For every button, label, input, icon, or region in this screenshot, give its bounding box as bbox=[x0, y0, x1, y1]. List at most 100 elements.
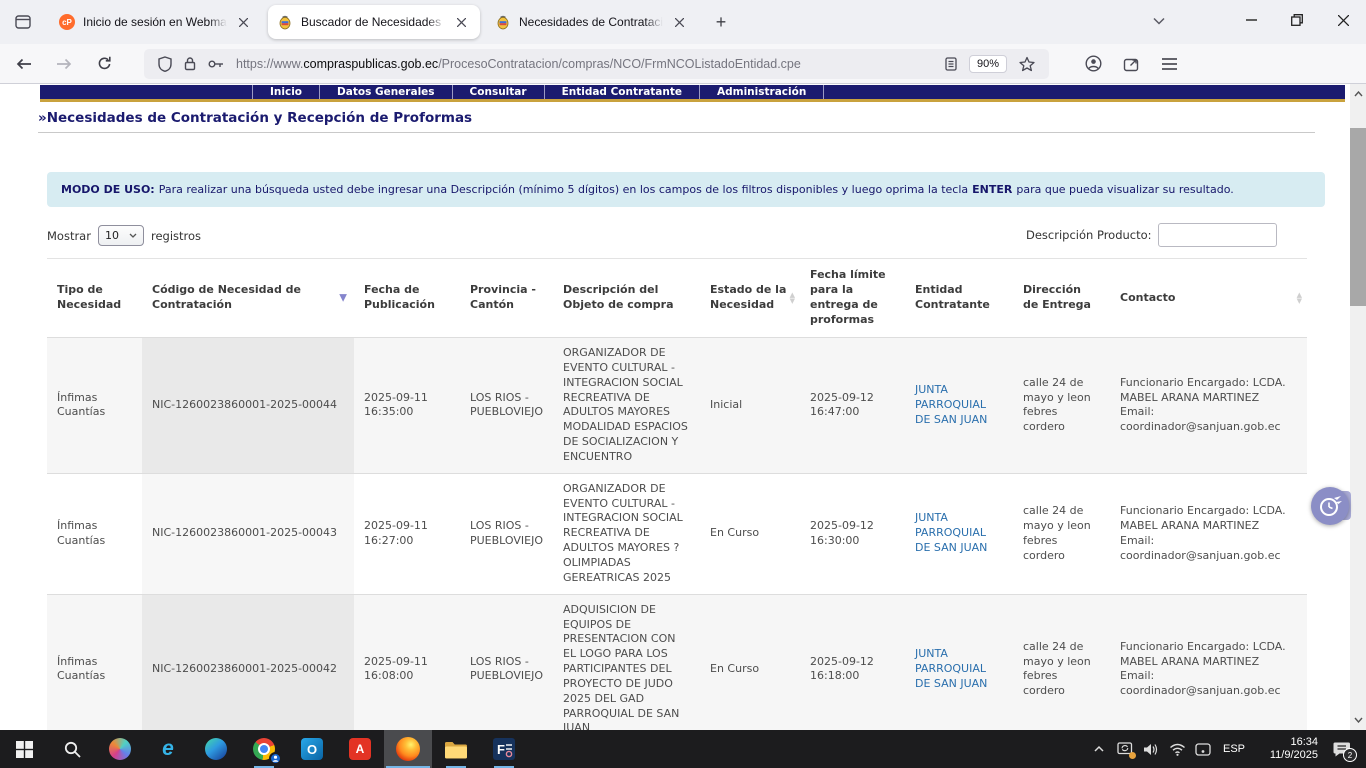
cell-tipo: Ínfimas Cuantías bbox=[57, 518, 106, 547]
nav-inicio[interactable]: Inicio bbox=[252, 85, 319, 99]
forward-icon[interactable] bbox=[48, 48, 80, 80]
product-filter-label: Descripción Producto: bbox=[1026, 228, 1152, 242]
header-estado[interactable]: Estado de la Necesidad ▲ ▼ bbox=[710, 283, 795, 311]
nav-administracion[interactable]: Administración bbox=[699, 85, 825, 99]
app-f-icon: F bbox=[493, 738, 515, 760]
search-button[interactable] bbox=[48, 730, 96, 768]
scroll-up-icon[interactable] bbox=[1350, 86, 1366, 102]
taskbar-copilot[interactable] bbox=[96, 730, 144, 768]
cell-fecha-limite: 2025-09-12 16:47:00 bbox=[810, 390, 874, 419]
close-tab-icon[interactable] bbox=[451, 12, 471, 32]
list-all-tabs-icon[interactable] bbox=[1144, 6, 1174, 36]
volume-icon[interactable] bbox=[1138, 730, 1164, 768]
edge-icon bbox=[205, 738, 227, 760]
svg-text:F: F bbox=[497, 742, 505, 757]
cpanel-icon: cP bbox=[59, 14, 75, 30]
browser-tab-bar: cP Inicio de sesión en Webmail Buscador … bbox=[0, 0, 1366, 44]
close-window-button[interactable] bbox=[1320, 0, 1366, 40]
taskbar-internet-explorer[interactable]: e bbox=[144, 730, 192, 768]
vertical-scrollbar[interactable] bbox=[1350, 84, 1366, 730]
header-tipo[interactable]: Tipo de Necesidad bbox=[57, 283, 122, 311]
close-tab-icon[interactable] bbox=[233, 12, 253, 32]
page-title: »Necesidades de Contratación y Recepción… bbox=[38, 110, 1315, 133]
shield-icon[interactable] bbox=[158, 55, 172, 72]
notification-count-badge: 2 bbox=[1343, 748, 1357, 762]
restore-button[interactable] bbox=[1274, 0, 1320, 40]
tray-date: 11/9/2025 bbox=[1269, 749, 1318, 761]
tab-buscador-necesidades[interactable]: Buscador de Necesidades de Co bbox=[268, 5, 480, 39]
tab-necesidades-contratacion[interactable]: Necesidades de Contratación y bbox=[486, 5, 698, 39]
entidad-link[interactable]: JUNTA PARROQUIAL DE SAN JUAN bbox=[915, 383, 988, 426]
taskbar-file-explorer[interactable] bbox=[432, 730, 480, 768]
menu-hamburger-icon[interactable] bbox=[1153, 48, 1185, 80]
nav-datos-generales[interactable]: Datos Generales bbox=[319, 85, 452, 99]
account-icon[interactable] bbox=[1077, 48, 1109, 80]
tab-webmail[interactable]: cP Inicio de sesión en Webmail bbox=[50, 5, 262, 39]
header-contacto[interactable]: Contacto ▲ ▼ bbox=[1120, 290, 1302, 305]
cell-fecha-limite: 2025-09-12 16:18:00 bbox=[810, 654, 874, 683]
records-per-page-select[interactable]: 10 bbox=[97, 225, 144, 246]
usage-note-key: ENTER bbox=[972, 183, 1013, 196]
records-label: Mostrar bbox=[47, 228, 91, 243]
taskbar-edge[interactable] bbox=[192, 730, 240, 768]
new-tab-button[interactable]: + bbox=[715, 11, 727, 32]
table-header-row: Tipo de Necesidad Código de Necesidad de… bbox=[47, 258, 1307, 338]
cell-provincia: LOS RIOS - PUEBLOVIEJO bbox=[470, 518, 544, 547]
entidad-link[interactable]: JUNTA PARROQUIAL DE SAN JUAN bbox=[915, 511, 988, 555]
taskbar-clock[interactable]: 16:34 11/9/2025 bbox=[1258, 736, 1318, 762]
cell-tipo: Ínfimas Cuantías bbox=[57, 390, 106, 419]
cell-contacto: Funcionario Encargado: LCDA. MABEL ARANA… bbox=[1120, 504, 1286, 562]
header-codigo[interactable]: Código de Necesidad de Contratación ▼ bbox=[152, 283, 347, 311]
taskbar-chrome[interactable] bbox=[240, 730, 288, 768]
nav-entidad-contratante[interactable]: Entidad Contratante bbox=[543, 85, 699, 99]
url-bar[interactable]: https://www.compraspublicas.gob.ec/Proce… bbox=[144, 48, 1049, 79]
wifi-icon[interactable] bbox=[1164, 730, 1190, 768]
zoom-indicator[interactable]: 90% bbox=[968, 54, 1007, 73]
scroll-down-icon[interactable] bbox=[1350, 712, 1366, 728]
language-indicator[interactable]: ESP bbox=[1222, 743, 1245, 755]
nav-consultar[interactable]: Consultar bbox=[451, 85, 544, 99]
header-descripcion[interactable]: Descripción del Objeto de compra bbox=[563, 283, 674, 311]
product-filter-input[interactable] bbox=[1157, 223, 1277, 247]
table-row: Ínfimas Cuantías NIC-1260023860001-2025-… bbox=[47, 594, 1307, 730]
start-button[interactable] bbox=[0, 730, 48, 768]
taskbar-app-f[interactable]: F bbox=[480, 730, 528, 768]
gold-divider bbox=[40, 99, 1345, 102]
cell-descripcion: ORGANIZADOR DE EVENTO CULTURAL - INTEGRA… bbox=[563, 481, 683, 584]
close-tab-icon[interactable] bbox=[669, 12, 689, 32]
bookmark-star-icon[interactable] bbox=[1019, 56, 1035, 72]
taskbar-outlook[interactable]: O bbox=[288, 730, 336, 768]
url-text[interactable]: https://www.compraspublicas.gob.ec/Proce… bbox=[236, 56, 801, 71]
scrollbar-thumb[interactable] bbox=[1350, 128, 1366, 306]
back-icon[interactable] bbox=[8, 48, 40, 80]
taskbar-firefox[interactable] bbox=[384, 730, 432, 768]
firefox-icon bbox=[396, 737, 420, 761]
lock-icon[interactable] bbox=[184, 56, 196, 71]
screen-cast-icon[interactable] bbox=[1190, 730, 1216, 768]
taskbar-acrobat[interactable]: A bbox=[336, 730, 384, 768]
entidad-link[interactable]: JUNTA PARROQUIAL DE SAN JUAN bbox=[915, 647, 988, 690]
table-row: Ínfimas Cuantías NIC-1260023860001-2025-… bbox=[47, 338, 1307, 474]
monitor-sync-icon[interactable] bbox=[1112, 730, 1138, 768]
reload-icon[interactable] bbox=[88, 48, 120, 80]
windows-logo-icon bbox=[15, 740, 33, 758]
key-icon[interactable] bbox=[208, 59, 224, 69]
usage-note-label: MODO DE USO: bbox=[61, 183, 155, 196]
minimize-button[interactable] bbox=[1228, 0, 1274, 40]
cell-fecha-limite: 2025-09-12 16:30:00 bbox=[810, 518, 874, 547]
notification-center-button[interactable]: 2 bbox=[1324, 730, 1360, 768]
cell-fecha-publicacion: 2025-09-11 16:08:00 bbox=[364, 654, 428, 683]
timer-widget-button[interactable] bbox=[1311, 487, 1349, 525]
header-provincia[interactable]: Provincia - Cantón bbox=[470, 283, 536, 311]
tab-title: Inicio de sesión en Webmail bbox=[83, 15, 227, 29]
necesidades-table: Tipo de Necesidad Código de Necesidad de… bbox=[47, 258, 1307, 730]
firefox-view-icon[interactable] bbox=[8, 7, 38, 37]
header-entidad[interactable]: Entidad Contratante bbox=[915, 283, 990, 311]
sync-icon[interactable] bbox=[1115, 48, 1147, 80]
tray-chevron-up-icon[interactable] bbox=[1086, 730, 1112, 768]
cell-entidad: JUNTA PARROQUIAL DE SAN JUAN bbox=[905, 338, 1013, 473]
header-direccion[interactable]: Dirección de Entrega bbox=[1023, 283, 1091, 311]
header-fecha-limite[interactable]: Fecha límite para la entrega de proforma… bbox=[810, 268, 886, 326]
header-fecha-publicacion[interactable]: Fecha de Publicación bbox=[364, 283, 435, 311]
reader-mode-icon[interactable] bbox=[945, 56, 957, 71]
